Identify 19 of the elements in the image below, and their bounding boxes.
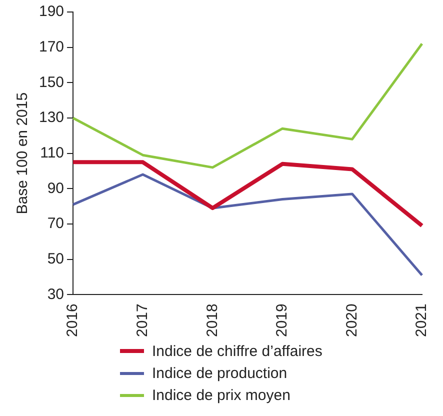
y-tick-label: 170 (38, 38, 64, 56)
x-tick-label: 2020 (343, 304, 360, 338)
y-tick-label: 90 (47, 180, 64, 197)
y-tick-label: 150 (38, 74, 64, 91)
x-tick-label: 2021 (413, 304, 430, 338)
legend-label: Indice de chiffre d’affaires (152, 342, 322, 360)
legend-label: Indice de production (152, 364, 288, 382)
x-tick-label: 2018 (204, 304, 221, 338)
y-tick-label: 130 (38, 109, 64, 126)
y-tick-label: 30 (47, 286, 64, 303)
legend-label: Indice de prix moyen (152, 386, 290, 404)
x-tick-label: 2016 (64, 304, 82, 338)
y-tick-label: 190 (38, 3, 64, 20)
y-tick-label: 110 (40, 144, 64, 162)
x-tick-label: 2017 (134, 304, 151, 338)
y-axis-title: Base 100 en 2015 (14, 92, 32, 214)
x-tick-label: 2019 (274, 304, 291, 338)
y-tick-label: 50 (47, 250, 64, 268)
y-tick-label: 70 (47, 215, 64, 232)
